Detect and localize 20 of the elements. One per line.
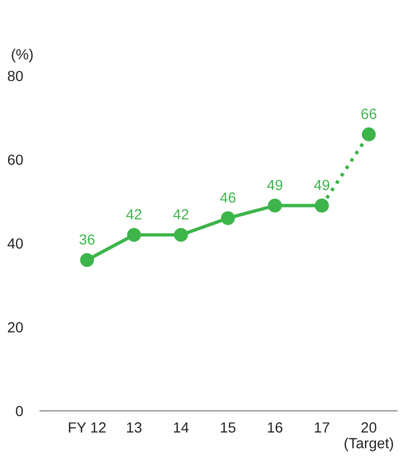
y-tick-label: 60 [8, 154, 23, 165]
x-tick-label: 20 (Target) [344, 422, 394, 452]
data-label: 42 [126, 209, 142, 220]
x-tick-label: 13 [127, 422, 142, 433]
data-label: 49 [267, 180, 282, 190]
data-label: 46 [220, 192, 236, 203]
y-tick-label: 20 [8, 322, 23, 332]
y-tick-label: 80 [8, 70, 23, 82]
x-tick-label: 17 [314, 422, 330, 432]
y-axis-title: (%) [12, 48, 33, 62]
y-tick-label: 40 [8, 238, 23, 249]
x-tick-label: 14 [174, 422, 189, 432]
y-tick-label: 0 [16, 406, 23, 416]
data-label: 36 [80, 234, 95, 245]
data-label: 42 [173, 209, 188, 220]
x-tick-label: 15 [220, 422, 236, 433]
x-tick-label: 16 [268, 422, 282, 433]
data-label: 49 [314, 180, 330, 190]
data-label: 66 [361, 108, 376, 119]
x-tick-label: FY 12 [68, 422, 106, 432]
